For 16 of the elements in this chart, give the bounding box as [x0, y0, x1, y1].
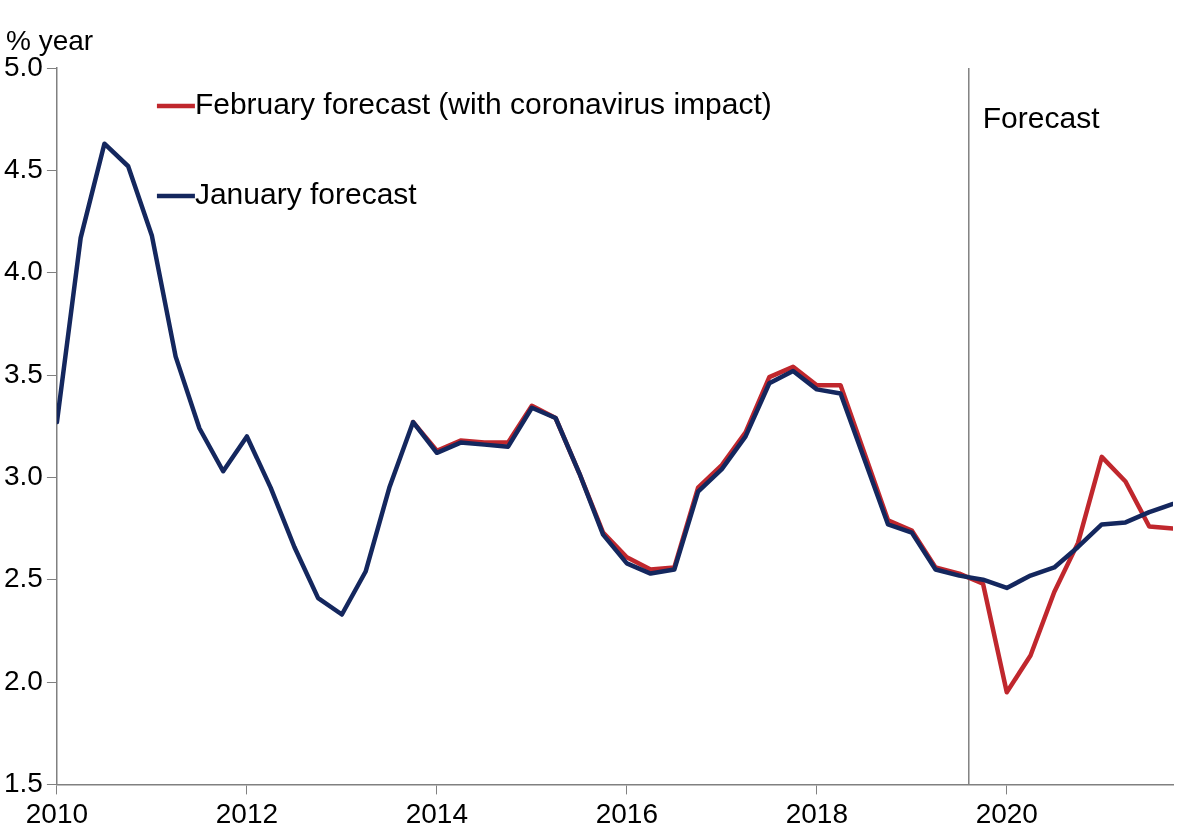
x-tick-label: 2018 — [785, 797, 848, 829]
x-tick-label: 2012 — [215, 797, 279, 829]
y-tick-label: 2.5 — [3, 562, 43, 594]
y-tick-label: 1.5 — [3, 767, 43, 799]
legend-label: February forecast (with coronavirus impact) — [194, 87, 772, 121]
y-tick-label: 4.0 — [3, 255, 43, 287]
y-tick-label: 3.0 — [3, 460, 43, 492]
x-tick-label: 2010 — [25, 797, 89, 829]
y-tick-label: 2.0 — [3, 664, 43, 696]
x-tick-label: 2014 — [405, 797, 469, 829]
x-tick-label: 2020 — [975, 797, 1038, 829]
ref-line-label: Forecast — [982, 101, 1101, 135]
y-tick-label: 4.5 — [3, 153, 43, 185]
legend-label: January forecast — [194, 177, 418, 211]
x-tick-label: 2016 — [595, 797, 658, 829]
y-tick-label: 3.5 — [3, 357, 43, 389]
